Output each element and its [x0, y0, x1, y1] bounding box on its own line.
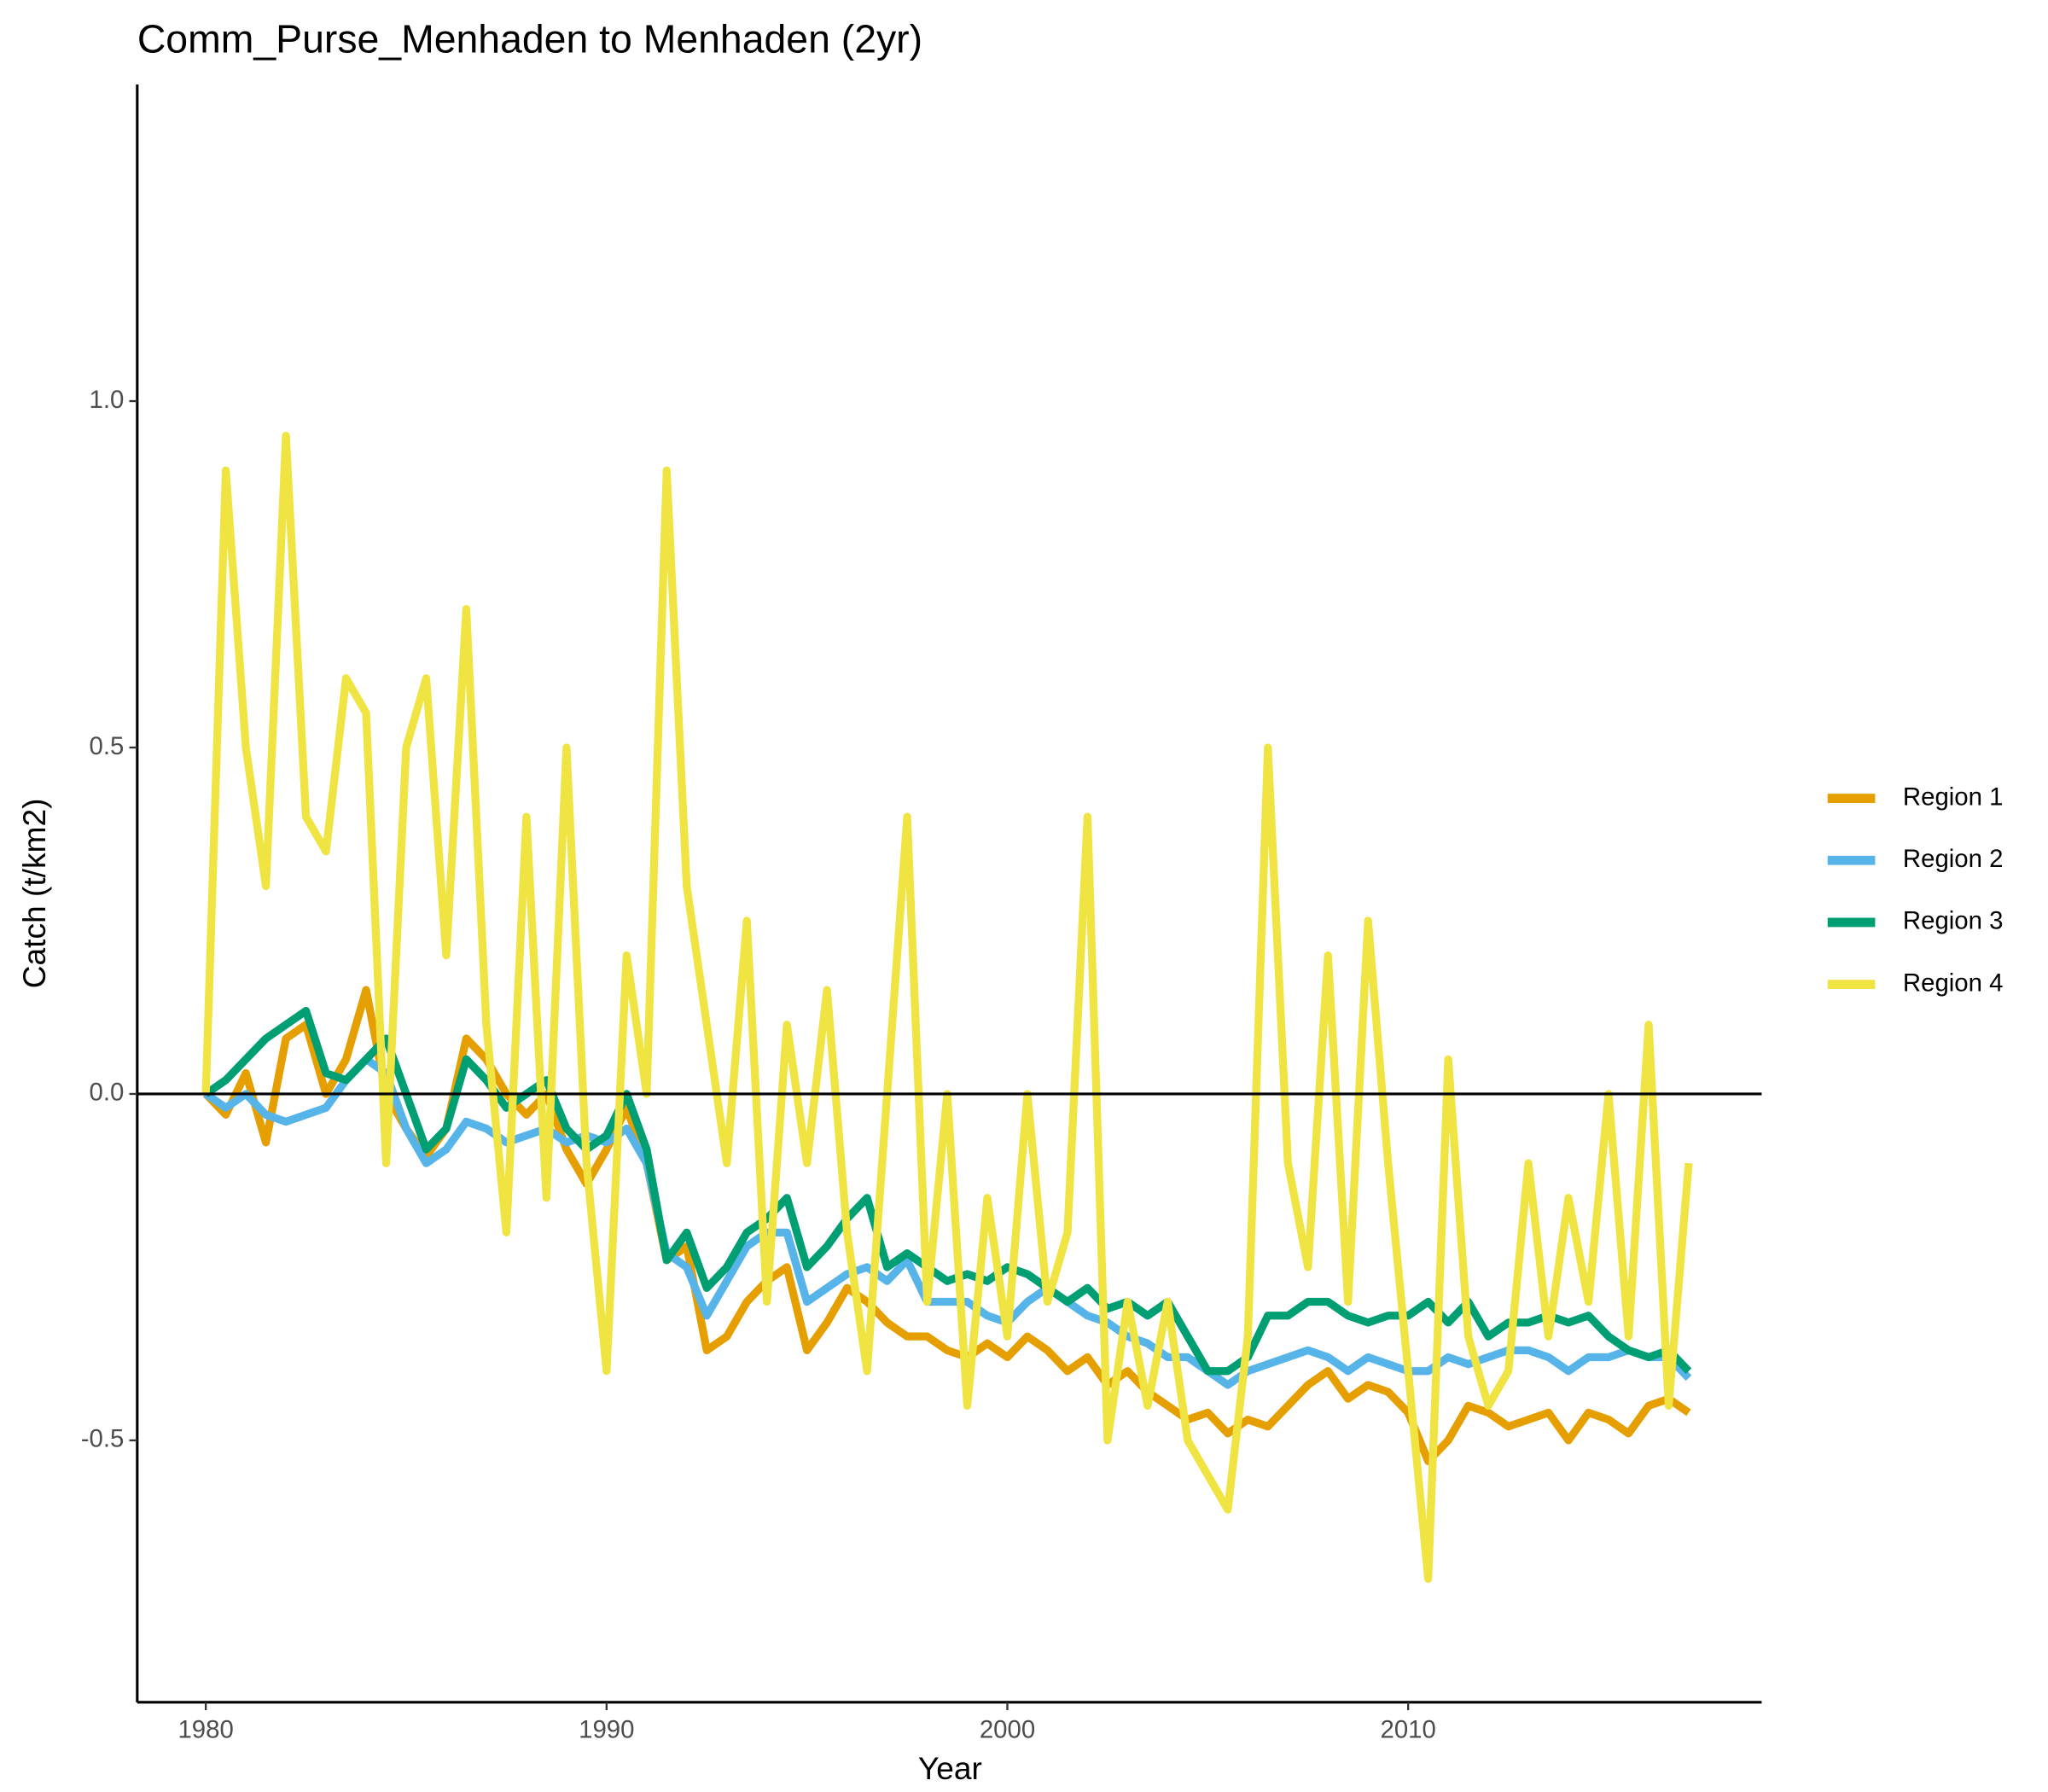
y-tick-label: 0.0 [90, 1079, 125, 1107]
x-tick-label: 1980 [177, 1716, 233, 1744]
legend-label: Region 4 [1903, 969, 2004, 997]
y-tick-label: 1.0 [90, 386, 125, 414]
series-line [202, 986, 1691, 1465]
y-axis-label: Catch (t/km2) [16, 799, 52, 989]
legend-label: Region 1 [1903, 783, 2004, 811]
series-line [203, 1055, 1692, 1389]
x-tick-label: 2000 [980, 1716, 1035, 1744]
x-tick-label: 2010 [1380, 1716, 1435, 1744]
x-axis-label: Year [918, 1750, 982, 1786]
chart-title: Comm_Purse_Menhaden to Menhaden (2yr) [137, 17, 922, 61]
legend-label: Region 2 [1903, 845, 2004, 873]
legend-label: Region 3 [1903, 907, 2004, 935]
y-tick-label: -0.5 [81, 1425, 125, 1453]
x-tick-label: 1990 [579, 1716, 634, 1744]
y-tick-label: 0.5 [90, 732, 125, 760]
